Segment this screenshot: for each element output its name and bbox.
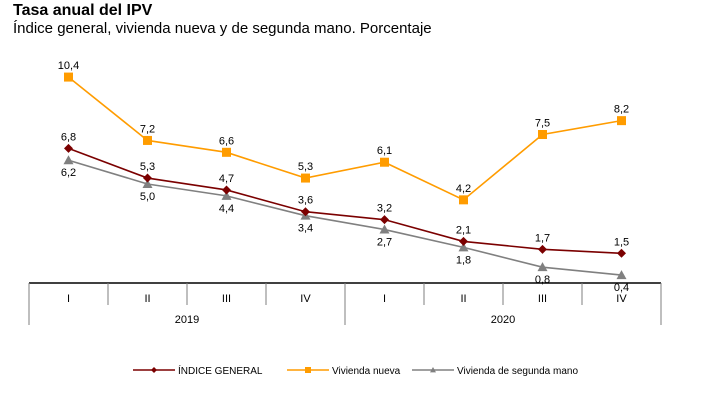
data-point-square xyxy=(459,195,468,205)
x-tick-label: II xyxy=(460,293,466,305)
data-label: 3,2 xyxy=(377,203,392,215)
data-label: 4,4 xyxy=(219,203,234,215)
data-label: 10,4 xyxy=(58,60,79,72)
data-label: 1,7 xyxy=(535,232,550,244)
data-point-diamond xyxy=(459,236,468,246)
series-line xyxy=(68,147,622,255)
series-vivienda-nueva: 10,4 7,2 6,6 5,3 6,1 4,2 7,5 8,2 xyxy=(58,60,629,205)
x-tick-label: IV xyxy=(300,293,311,305)
data-point-triangle xyxy=(379,224,390,234)
legend-marker-triangle xyxy=(430,367,436,373)
legend-label: ÍNDICE GENERAL xyxy=(178,364,263,377)
x-tick-label: III xyxy=(222,293,231,305)
data-point-square xyxy=(222,147,231,157)
legend-label: Vivienda nueva xyxy=(332,366,401,377)
data-label: 1,5 xyxy=(614,236,629,248)
data-label: 7,2 xyxy=(140,123,155,135)
data-point-diamond xyxy=(301,207,310,217)
data-point-triangle xyxy=(142,179,153,188)
data-label: 5,0 xyxy=(140,191,155,203)
legend-item: Vivienda de segunda mano xyxy=(412,366,578,377)
x-tick-label: III xyxy=(538,293,547,305)
series-indice-general: 6,8 5,3 4,7 3,6 3,2 2,1 1,7 1,5 xyxy=(61,131,629,258)
data-label: 4,2 xyxy=(456,183,471,195)
data-label: 6,2 xyxy=(61,167,76,179)
series-line xyxy=(68,159,622,276)
data-label: 4,7 xyxy=(219,173,234,185)
legend-item: ÍNDICE GENERAL xyxy=(133,364,263,377)
data-label: 7,5 xyxy=(535,118,550,130)
data-label: 2,7 xyxy=(377,237,392,249)
data-label: 6,1 xyxy=(377,145,392,157)
data-label: 5,3 xyxy=(298,161,313,173)
data-point-diamond xyxy=(222,185,231,195)
data-label: 0,4 xyxy=(614,282,629,294)
x-tick-label: IV xyxy=(616,293,627,305)
data-point-square xyxy=(301,173,310,183)
data-point-square xyxy=(617,116,626,126)
legend-label: Vivienda de segunda mano xyxy=(457,366,578,377)
data-point-diamond xyxy=(64,143,73,153)
data-label: 3,6 xyxy=(298,195,313,207)
data-point-diamond xyxy=(617,248,626,258)
legend-marker-square xyxy=(305,367,311,373)
data-point-triangle xyxy=(458,242,469,252)
x-tick-label: I xyxy=(383,293,386,305)
x-tick-label: I xyxy=(67,293,70,305)
data-point-triangle xyxy=(63,155,74,165)
chart-subtitle: Índice general, vivienda nueva y de segu… xyxy=(13,20,432,37)
data-point-diamond xyxy=(538,244,547,254)
data-label: 5,3 xyxy=(140,161,155,173)
data-label: 0,8 xyxy=(535,274,550,286)
data-point-triangle xyxy=(221,190,232,200)
data-label: 1,8 xyxy=(456,254,471,266)
series-vivienda-de-segunda-mano: 6,2 5,0 4,4 3,4 2,7 1,8 0,8 0,4 xyxy=(61,155,629,294)
legend: ÍNDICE GENERAL Vivienda nueva Vivienda de … xyxy=(133,364,578,377)
data-point-diamond xyxy=(380,215,389,225)
series-lines: 6,2 5,0 4,4 3,4 2,7 1,8 0,8 0,4 6,8 5,3 4,7 3,6 3,2 2… xyxy=(58,60,629,294)
data-point-square xyxy=(143,135,152,145)
data-label: 3,4 xyxy=(298,223,313,235)
series-line xyxy=(67,76,622,201)
data-point-square xyxy=(64,72,73,82)
data-point-square xyxy=(538,130,547,139)
data-point-diamond xyxy=(143,173,152,183)
data-label: 2,1 xyxy=(456,224,471,236)
chart-title: Tasa anual del IPV xyxy=(13,2,153,19)
legend-marker-diamond xyxy=(151,367,157,373)
data-label: 8,2 xyxy=(614,104,629,116)
legend-item: Vivienda nueva xyxy=(287,366,401,377)
x-group-label: 2020 xyxy=(491,314,515,326)
x-group-label: 2019 xyxy=(175,314,199,326)
data-label: 6,6 xyxy=(219,135,234,147)
data-point-square xyxy=(380,157,389,167)
data-label: 6,8 xyxy=(61,131,76,143)
data-point-triangle xyxy=(537,262,548,272)
x-tick-label: II xyxy=(144,293,150,305)
data-point-triangle xyxy=(616,270,627,280)
